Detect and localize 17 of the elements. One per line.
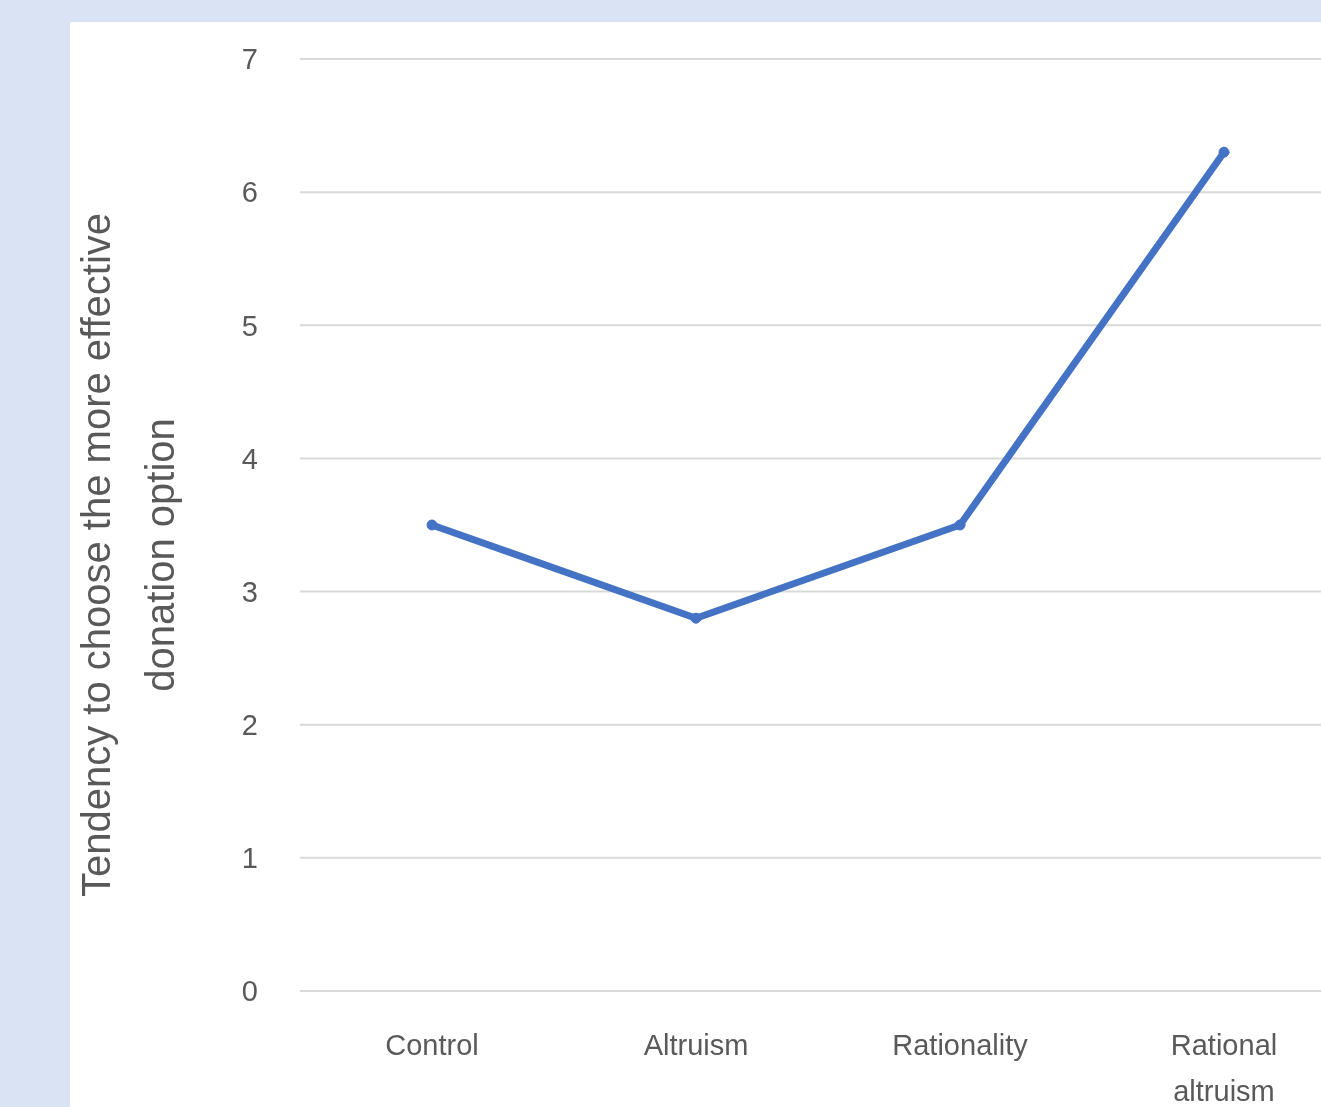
y-tick-label: 5 xyxy=(241,309,258,342)
y-tick-label: 0 xyxy=(241,975,258,1008)
y-tick-label: 4 xyxy=(241,442,258,475)
x-tick-label: Control xyxy=(385,1029,479,1061)
y-tick-label: 7 xyxy=(241,43,258,76)
y-axis-title: Tendency to choose the more effective donation option xyxy=(74,212,182,898)
x-tick-label: Rationality xyxy=(892,1029,1029,1061)
x-tick-label: Rational altruism xyxy=(1170,1029,1278,1107)
y-tick-label: 2 xyxy=(241,709,258,742)
point xyxy=(690,612,702,624)
point xyxy=(954,519,966,531)
y-tick-label: 3 xyxy=(241,575,258,608)
y-tick-label: 6 xyxy=(241,176,258,209)
point xyxy=(426,519,438,531)
point xyxy=(1218,146,1230,158)
x-tick-label: Altruism xyxy=(643,1029,749,1061)
y-tick-label: 1 xyxy=(241,842,258,875)
